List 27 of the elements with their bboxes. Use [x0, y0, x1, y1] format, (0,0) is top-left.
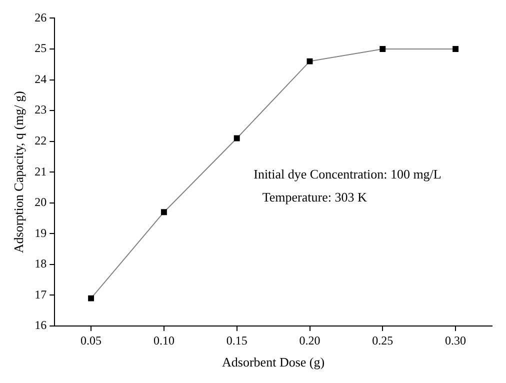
y-tick-label: 19 — [34, 226, 47, 240]
x-tick-label: 0.10 — [153, 333, 174, 348]
point — [306, 58, 313, 64]
point — [160, 209, 167, 216]
point — [452, 46, 459, 52]
y-tick-label: 16 — [34, 318, 47, 332]
x-tick-label: 0.05 — [80, 333, 102, 348]
y-tick-label: 20 — [34, 195, 47, 210]
point — [88, 295, 94, 302]
y-axis-title: Adsorption Capacity, q (mg/ g) — [11, 91, 26, 254]
x-tick-label: 0.25 — [372, 333, 394, 348]
annotation: Initial dye Concentration: 100 mg/L — [254, 166, 442, 182]
point — [234, 135, 240, 142]
y-tick-label: 23 — [34, 102, 47, 117]
y-tick-label: 26 — [34, 10, 47, 24]
x-axis-title: Adsorbent Dose (g) — [222, 354, 325, 370]
annotation: Temperature: 303 K — [262, 190, 368, 205]
y-tick-label: 17 — [34, 287, 47, 302]
x-tick-label: 0.15 — [226, 333, 248, 348]
y-tick-label: 18 — [34, 256, 47, 271]
y-tick-label: 22 — [34, 133, 47, 148]
y-tick-label: 25 — [34, 41, 47, 56]
y-tick-label: 24 — [34, 72, 47, 86]
x-tick-label: 0.20 — [299, 333, 320, 348]
y-tick-label: 21 — [34, 164, 47, 178]
point — [380, 46, 386, 52]
x-tick-label: 0.30 — [445, 333, 466, 348]
